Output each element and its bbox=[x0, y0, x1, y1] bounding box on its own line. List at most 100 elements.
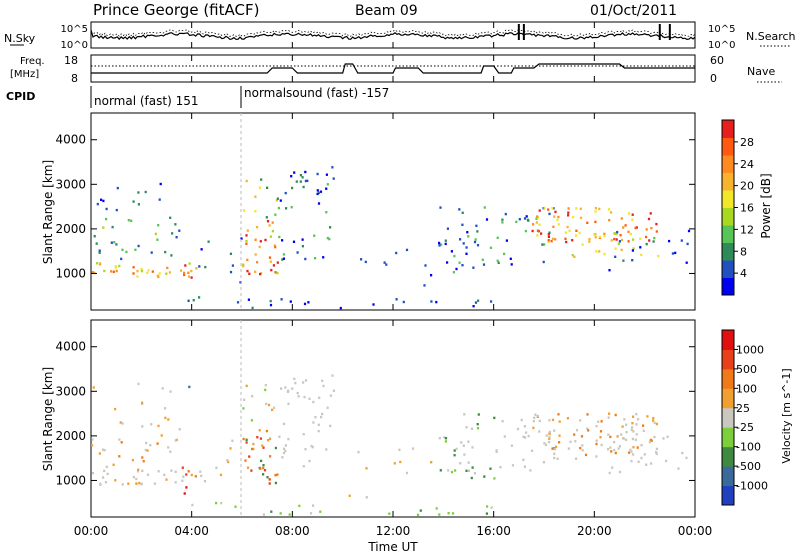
colorbar-tick-label: 20 bbox=[740, 180, 754, 193]
data-cell bbox=[250, 419, 253, 422]
data-cell bbox=[267, 439, 270, 442]
data-cell bbox=[616, 435, 619, 438]
data-cell bbox=[140, 482, 143, 486]
data-cell bbox=[613, 448, 616, 452]
data-cell bbox=[482, 263, 486, 266]
data-cell bbox=[620, 238, 624, 242]
data-cell bbox=[132, 200, 135, 203]
data-cell bbox=[146, 271, 149, 274]
velocity-colorbar: 1000 500 100 25 -25 -100 -500 -1000 bbox=[721, 329, 768, 506]
data-cell bbox=[360, 258, 363, 261]
data-cell bbox=[446, 261, 449, 264]
data-cell bbox=[584, 453, 588, 457]
data-cell bbox=[332, 389, 335, 392]
data-cell bbox=[317, 191, 321, 194]
data-cell bbox=[159, 182, 162, 186]
data-cell bbox=[158, 272, 161, 275]
data-cell bbox=[620, 217, 623, 220]
data-cell bbox=[134, 248, 137, 251]
colorbar-tick-label: -500 bbox=[736, 460, 761, 473]
data-cell bbox=[256, 261, 259, 264]
data-cell bbox=[544, 443, 548, 446]
data-cell bbox=[567, 447, 570, 450]
velocity-panel-frame bbox=[90, 319, 696, 518]
data-cell bbox=[254, 253, 257, 256]
data-cell bbox=[137, 203, 140, 206]
data-cell bbox=[269, 455, 272, 458]
data-cell bbox=[200, 248, 203, 251]
data-cell bbox=[293, 171, 296, 174]
data-cell bbox=[545, 434, 548, 437]
data-cell bbox=[118, 438, 121, 441]
data-cell bbox=[180, 269, 183, 272]
data-cell bbox=[325, 448, 328, 451]
data-cell bbox=[655, 452, 658, 456]
data-cell bbox=[102, 226, 105, 229]
data-cell bbox=[496, 259, 499, 262]
data-cell bbox=[523, 425, 526, 428]
data-cell bbox=[504, 212, 507, 216]
data-cell bbox=[467, 461, 470, 464]
ytick-label: 3000 bbox=[55, 384, 86, 398]
data-cell bbox=[618, 240, 621, 243]
data-cell bbox=[388, 512, 391, 515]
data-cell bbox=[543, 243, 546, 246]
data-cell bbox=[165, 272, 168, 275]
data-cell bbox=[489, 467, 492, 470]
data-cell bbox=[127, 482, 130, 485]
xtick-label: 00:00 bbox=[74, 524, 109, 538]
data-cell bbox=[412, 447, 415, 450]
colorbar-segment bbox=[722, 407, 734, 428]
data-cell bbox=[510, 263, 513, 266]
data-cell bbox=[617, 242, 620, 245]
data-cell bbox=[316, 192, 319, 196]
data-cell bbox=[190, 276, 193, 279]
data-cell bbox=[536, 216, 539, 220]
data-cell bbox=[279, 199, 282, 202]
data-cell bbox=[276, 197, 279, 200]
velocity-colorbar-label: Velocity [m s^-1] bbox=[780, 368, 793, 463]
data-cell bbox=[547, 239, 550, 242]
nsearch-tick-top: 10^5 bbox=[708, 24, 735, 35]
data-cell bbox=[191, 503, 194, 507]
data-cell bbox=[245, 384, 248, 388]
power-data bbox=[91, 166, 691, 310]
data-cell bbox=[565, 240, 568, 244]
data-cell bbox=[115, 269, 118, 273]
data-cell bbox=[467, 440, 470, 443]
data-cell bbox=[141, 401, 144, 404]
data-cell bbox=[331, 166, 334, 169]
data-cell bbox=[283, 447, 286, 450]
data-cell bbox=[636, 446, 639, 449]
data-cell bbox=[132, 266, 135, 269]
data-cell bbox=[282, 253, 285, 256]
data-cell bbox=[273, 244, 276, 247]
data-cell bbox=[536, 234, 539, 237]
data-cell bbox=[142, 460, 145, 463]
data-cell bbox=[135, 477, 138, 481]
data-cell bbox=[532, 419, 535, 423]
data-cell bbox=[252, 442, 255, 446]
data-cell bbox=[655, 447, 658, 451]
data-cell bbox=[325, 211, 328, 214]
data-cell bbox=[610, 239, 613, 242]
data-cell bbox=[586, 427, 589, 430]
data-cell bbox=[635, 412, 638, 416]
data-cell bbox=[620, 248, 623, 252]
data-cell bbox=[551, 237, 555, 240]
data-cell bbox=[423, 284, 426, 287]
data-cell bbox=[229, 252, 232, 255]
cpid-mode-1: normal (fast) 151 bbox=[94, 94, 198, 108]
data-cell bbox=[467, 235, 470, 238]
time-x-axis: 00:00 04:00 08:00 12:00 16:00 20:00 00:00 bbox=[74, 22, 712, 538]
data-cell bbox=[245, 234, 248, 237]
data-cell bbox=[146, 473, 150, 476]
data-cell bbox=[226, 459, 229, 462]
data-cell bbox=[93, 271, 96, 275]
data-cell bbox=[329, 424, 332, 428]
data-cell bbox=[313, 234, 316, 237]
data-cell bbox=[493, 477, 496, 480]
data-cell bbox=[587, 429, 590, 432]
data-cell bbox=[548, 432, 551, 435]
data-cell bbox=[649, 438, 652, 442]
